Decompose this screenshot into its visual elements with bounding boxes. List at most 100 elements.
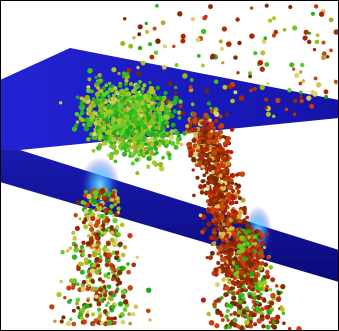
particle	[110, 316, 114, 321]
particle	[321, 51, 327, 57]
particle	[195, 175, 200, 180]
particle	[112, 320, 117, 326]
particle	[99, 89, 104, 94]
particle	[127, 285, 133, 291]
particle	[83, 189, 88, 195]
particle	[106, 153, 111, 158]
particle	[149, 103, 156, 110]
particle	[257, 59, 264, 66]
particle	[253, 272, 259, 278]
particle	[119, 132, 124, 136]
particle	[233, 55, 238, 60]
particle	[113, 149, 119, 155]
particle	[208, 4, 213, 10]
particle	[229, 321, 234, 327]
particle	[91, 312, 96, 317]
particle	[83, 257, 89, 263]
particle	[73, 213, 78, 218]
particle	[209, 121, 215, 127]
particle	[131, 154, 135, 158]
particle	[149, 54, 155, 60]
particle	[191, 157, 197, 163]
particle	[232, 311, 238, 316]
particle	[222, 286, 227, 291]
particle	[328, 17, 334, 23]
particle	[91, 135, 96, 140]
particle	[205, 170, 209, 175]
particle	[204, 146, 210, 152]
particle	[242, 229, 247, 234]
particle	[192, 118, 198, 125]
particle	[122, 107, 128, 112]
particle	[238, 273, 242, 277]
particle	[211, 228, 216, 233]
particle	[110, 290, 114, 295]
particle	[200, 153, 206, 159]
particle	[102, 297, 107, 302]
particle	[119, 142, 125, 148]
particle	[173, 144, 179, 150]
particle	[63, 296, 67, 300]
particle	[139, 148, 143, 153]
particle	[262, 280, 268, 286]
particle	[229, 313, 233, 317]
particle	[261, 39, 267, 45]
particle	[237, 294, 242, 299]
particle	[209, 190, 213, 195]
particle	[219, 46, 224, 51]
particle	[245, 215, 249, 220]
particle	[113, 103, 118, 108]
particle	[264, 62, 270, 67]
particle	[236, 324, 241, 329]
particle	[167, 81, 173, 87]
particle	[126, 262, 130, 266]
particle	[232, 232, 239, 238]
particle	[60, 250, 65, 255]
particle	[97, 206, 103, 212]
particle	[81, 252, 85, 257]
particle	[288, 4, 293, 10]
particle	[247, 229, 252, 234]
particle	[68, 246, 73, 251]
particle	[244, 319, 250, 326]
particle	[188, 127, 192, 131]
particle	[162, 97, 166, 102]
particle	[117, 71, 121, 76]
particle	[268, 287, 273, 292]
particle	[200, 229, 205, 235]
particle	[109, 151, 115, 157]
particle	[82, 122, 86, 127]
particle	[263, 262, 269, 267]
particle	[101, 92, 107, 98]
particle	[248, 74, 253, 79]
particle	[229, 172, 236, 179]
particle	[214, 200, 219, 205]
particle	[313, 76, 318, 81]
particle	[208, 118, 212, 123]
particle	[109, 225, 114, 230]
particle	[127, 104, 131, 108]
particle	[120, 137, 125, 143]
particle	[239, 275, 245, 281]
particle	[108, 210, 113, 215]
particle	[220, 206, 225, 211]
particle	[302, 35, 308, 41]
particle	[114, 289, 119, 294]
particle	[115, 277, 121, 283]
particle	[203, 112, 209, 118]
particle	[114, 107, 119, 111]
particle	[116, 206, 121, 211]
particle	[239, 235, 245, 241]
particle	[137, 24, 143, 30]
particle	[98, 287, 104, 293]
particle	[129, 145, 134, 150]
particle	[186, 142, 192, 148]
particle	[113, 316, 117, 321]
particle	[86, 310, 90, 314]
particle	[117, 127, 121, 132]
particle	[140, 86, 145, 91]
particle	[104, 83, 109, 88]
particle	[152, 26, 157, 31]
particle	[71, 308, 76, 313]
